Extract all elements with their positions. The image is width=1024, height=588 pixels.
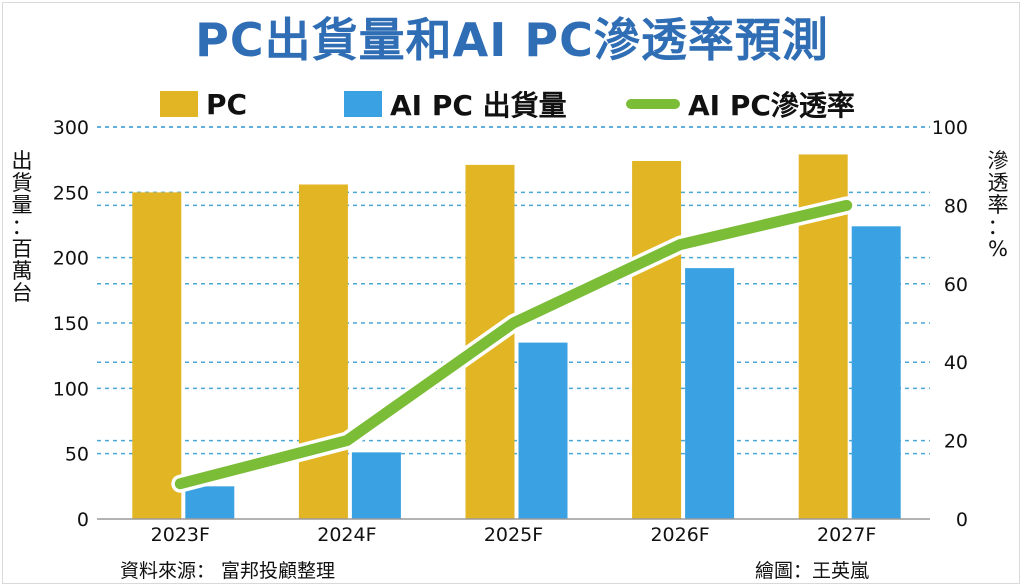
- y2-tick-label: 100: [932, 117, 968, 139]
- y2-tick-label: 80: [944, 195, 968, 217]
- bar-ai-pc: [851, 226, 901, 519]
- y-tick-label: 250: [53, 182, 89, 204]
- y-tick-label: 150: [53, 313, 89, 335]
- y2-tick-label: 20: [944, 431, 968, 453]
- legend-item-pc: PC: [160, 84, 247, 124]
- chart-title: PC出貨量和AI PC滲透率預測: [195, 13, 829, 67]
- credit-note: 繪圖：王英嵐: [755, 560, 870, 582]
- y-tick-label: 100: [53, 378, 89, 400]
- legend-swatch-pc: [160, 91, 198, 117]
- x-tick-label: 2025F: [484, 524, 543, 546]
- right-axis-label: 滲透率：%: [987, 149, 1009, 261]
- legend-label-ai-pc: AI PC 出貨量: [390, 89, 567, 122]
- legend-label-pc: PC: [206, 87, 248, 121]
- legend-label-penetration: AI PC滲透率: [688, 89, 855, 122]
- y-tick-label: 300: [53, 117, 89, 139]
- bar-ai-pc: [685, 268, 735, 519]
- bar-ai-pc: [351, 452, 401, 519]
- bar-pc: [298, 184, 348, 519]
- y2-tick-label: 60: [944, 274, 968, 296]
- legend-swatch-penetration: [626, 99, 680, 109]
- y-tick-label: 50: [65, 444, 89, 466]
- bar-pc: [132, 192, 182, 520]
- legend-item-penetration: AI PC滲透率: [626, 84, 855, 124]
- bar-ai-pc: [185, 486, 235, 519]
- legend-item-ai-pc: AI PC 出貨量: [344, 84, 567, 124]
- y2-tick-label: 0: [956, 509, 968, 531]
- bar-ai-pc: [518, 342, 568, 519]
- bar-pc: [632, 160, 682, 519]
- y2-tick-label: 40: [944, 352, 968, 374]
- source-note: 資料來源： 富邦投顧整理: [120, 560, 336, 582]
- legend-swatch-ai-pc: [344, 91, 382, 117]
- left-axis-label: 出貨量：百萬台: [11, 149, 33, 305]
- x-tick-label: 2026F: [650, 524, 709, 546]
- x-tick-label: 2023F: [151, 524, 210, 546]
- y-tick-label: 200: [53, 248, 89, 270]
- y-tick-label: 0: [77, 509, 89, 531]
- line-penetration: [174, 199, 853, 490]
- x-tick-label: 2024F: [317, 524, 376, 546]
- x-tick-label: 2027F: [817, 524, 876, 546]
